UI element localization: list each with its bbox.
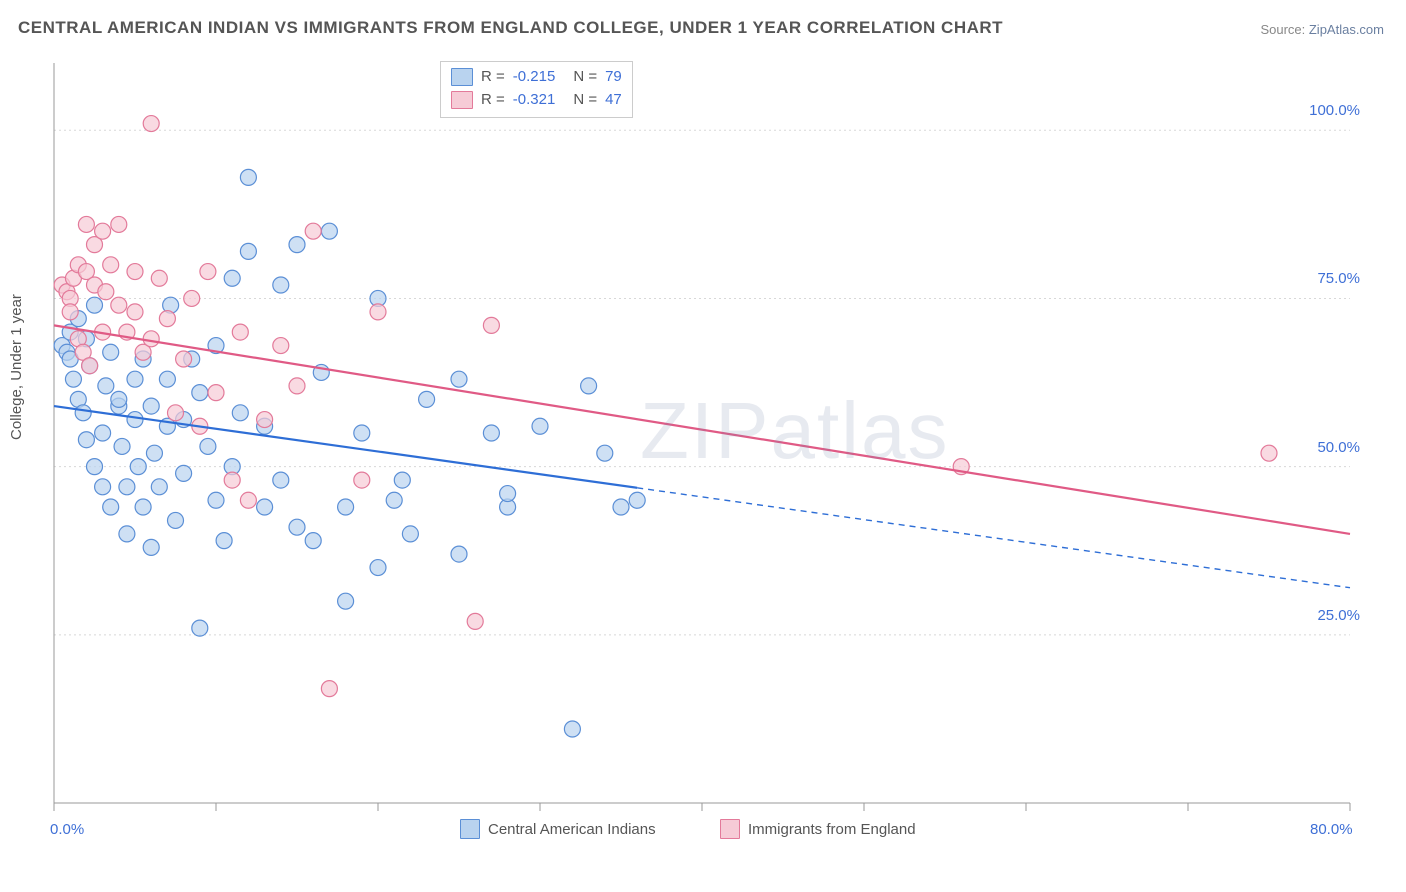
legend-label: Central American Indians bbox=[488, 821, 656, 838]
source-link[interactable]: ZipAtlas.com bbox=[1309, 22, 1384, 37]
y-tick-label: 25.0% bbox=[1290, 607, 1360, 624]
y-axis-label: College, Under 1 year bbox=[8, 294, 25, 440]
stats-row: R = -0.321 N = 47 bbox=[451, 89, 622, 112]
stat-value: 79 bbox=[605, 66, 622, 89]
legend-swatch bbox=[720, 819, 740, 839]
legend-swatch bbox=[460, 819, 480, 839]
legend-swatch bbox=[451, 91, 473, 109]
source-label: Source: bbox=[1260, 22, 1308, 37]
stat-label: N = bbox=[573, 66, 597, 89]
legend-item: Immigrants from England bbox=[720, 819, 916, 839]
stat-value: -0.215 bbox=[513, 66, 556, 89]
stats-row: R = -0.215 N = 79 bbox=[451, 66, 622, 89]
x-tick-label: 80.0% bbox=[1310, 821, 1353, 838]
legend-label: Immigrants from England bbox=[748, 821, 916, 838]
stat-label: R = bbox=[481, 89, 505, 112]
stat-value: -0.321 bbox=[513, 89, 556, 112]
scatter-chart bbox=[40, 55, 1380, 845]
stat-label: R = bbox=[481, 66, 505, 89]
x-tick-label: 0.0% bbox=[50, 821, 84, 838]
y-tick-label: 75.0% bbox=[1290, 270, 1360, 287]
stat-value: 47 bbox=[605, 89, 622, 112]
y-tick-label: 50.0% bbox=[1290, 439, 1360, 456]
chart-container: CENTRAL AMERICAN INDIAN VS IMMIGRANTS FR… bbox=[0, 0, 1406, 892]
legend-swatch bbox=[451, 68, 473, 86]
chart-svg bbox=[40, 55, 1380, 845]
y-tick-label: 100.0% bbox=[1290, 102, 1360, 119]
source-attribution: Source: ZipAtlas.com bbox=[1260, 22, 1384, 37]
legend-item: Central American Indians bbox=[460, 819, 656, 839]
chart-title: CENTRAL AMERICAN INDIAN VS IMMIGRANTS FR… bbox=[18, 18, 1003, 38]
stats-legend-box: R = -0.215 N = 79 R = -0.321 N = 47 bbox=[440, 61, 633, 118]
stat-label: N = bbox=[573, 89, 597, 112]
